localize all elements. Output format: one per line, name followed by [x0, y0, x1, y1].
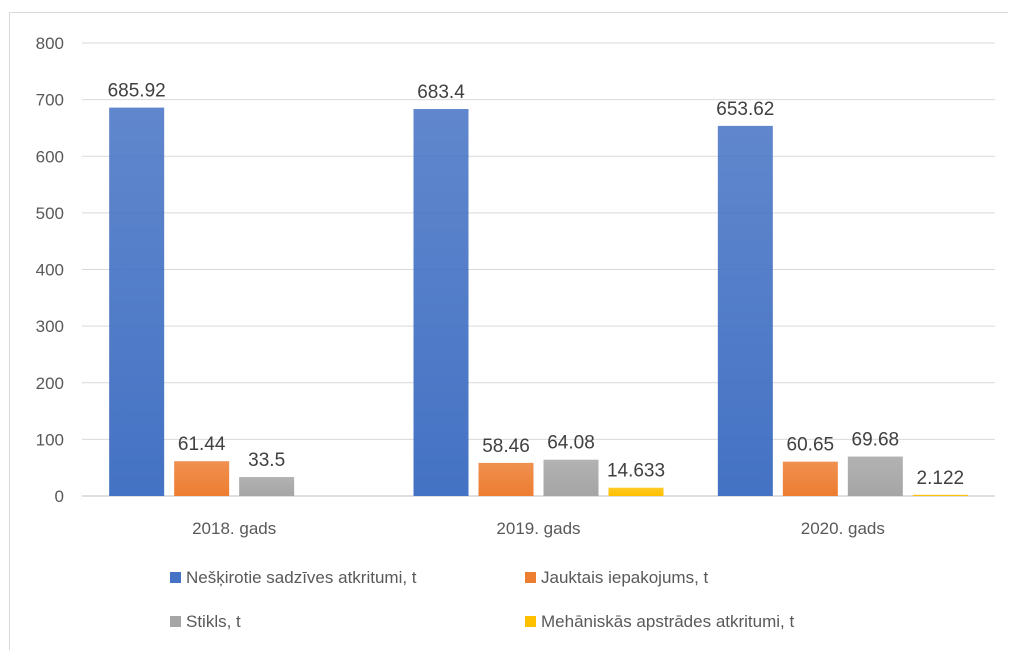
legend-label: Jauktais iepakojums, t — [541, 568, 709, 587]
bar — [847, 456, 903, 496]
y-tick-label: 300 — [36, 317, 64, 336]
data-label: 2.122 — [917, 468, 965, 489]
bar — [478, 462, 534, 496]
x-tick-label: 2018. gads — [192, 519, 276, 538]
data-label: 33.5 — [248, 450, 285, 471]
y-tick-label: 100 — [36, 430, 64, 449]
legend-swatch — [525, 616, 536, 627]
bar — [543, 459, 599, 496]
data-label: 685.92 — [108, 81, 166, 102]
data-label: 653.62 — [716, 99, 774, 120]
bar — [608, 487, 664, 496]
y-tick-label: 0 — [55, 487, 64, 506]
x-tick-label: 2020. gads — [801, 519, 885, 538]
legend: Nešķirotie sadzīves atkritumi, t Jauktais… — [170, 568, 794, 631]
legend-swatch — [170, 616, 181, 627]
legend-swatch — [170, 572, 181, 583]
bar — [782, 461, 838, 496]
x-axis: 2018. gads 2019. gads 2020. gads — [192, 519, 885, 538]
chart-frame — [9, 12, 1008, 650]
data-label: 64.08 — [547, 433, 595, 454]
y-tick-label: 600 — [36, 147, 64, 166]
bar — [413, 109, 469, 496]
bars — [109, 107, 968, 497]
bar — [239, 477, 295, 496]
data-label: 69.68 — [852, 430, 900, 451]
y-tick-label: 200 — [36, 374, 64, 393]
legend-label: Mehāniskās apstrādes atkritumi, t — [541, 612, 794, 631]
bar — [109, 107, 165, 496]
bar — [717, 125, 773, 497]
bar — [912, 494, 968, 496]
gridlines — [82, 42, 995, 497]
data-label: 683.4 — [417, 82, 465, 103]
data-label: 60.65 — [787, 435, 835, 456]
y-tick-label: 700 — [36, 91, 64, 110]
y-axis: 0 100 200 300 400 500 600 700 800 — [36, 34, 64, 506]
y-tick-label: 500 — [36, 204, 64, 223]
legend-label: Stikls, t — [186, 612, 241, 631]
data-labels: 685.92 61.44 33.5 683.4 58.46 64.08 14.633 653.… — [108, 81, 965, 489]
legend-swatch — [525, 572, 536, 583]
data-label: 58.46 — [482, 436, 530, 457]
data-label: 14.633 — [607, 461, 665, 482]
legend-label: Nešķirotie sadzīves atkritumi, t — [186, 568, 417, 587]
y-tick-label: 400 — [36, 261, 64, 280]
data-label: 61.44 — [178, 434, 226, 455]
bar — [174, 461, 230, 496]
y-tick-label: 800 — [36, 34, 64, 53]
x-tick-label: 2019. gads — [496, 519, 580, 538]
